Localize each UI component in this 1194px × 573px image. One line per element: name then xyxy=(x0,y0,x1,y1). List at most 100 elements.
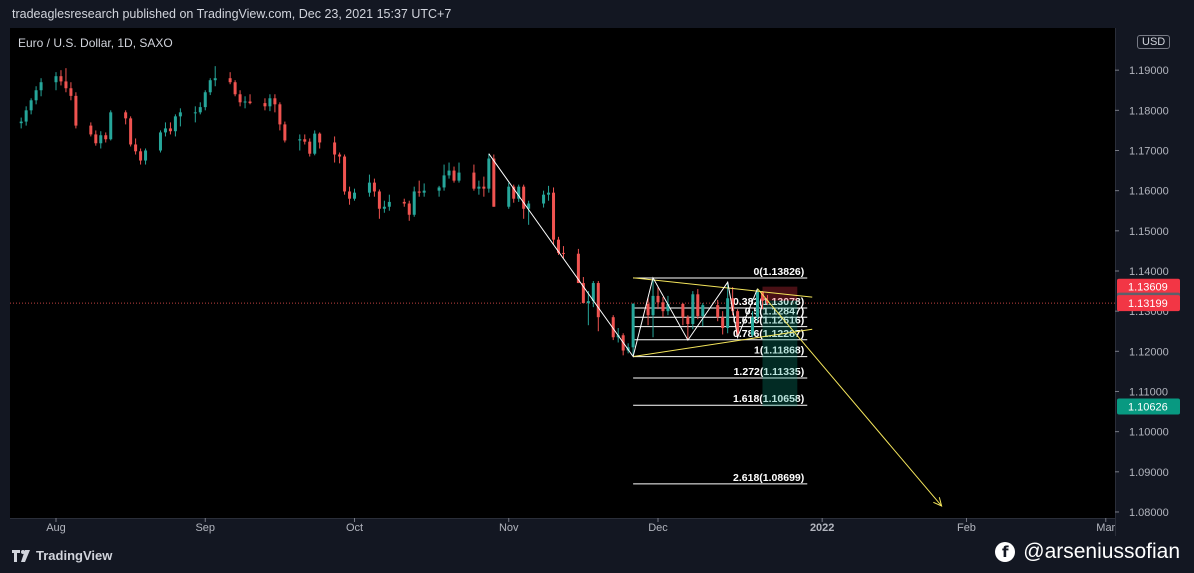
fib-level-label: 2.618(1.08699) xyxy=(733,472,804,484)
candle xyxy=(343,154,347,195)
candle-body xyxy=(651,295,655,316)
candle-body xyxy=(129,118,133,145)
price-chart[interactable]: 0(1.13826)0.382(1.13078)0.5(1.12847)0.61… xyxy=(10,28,1182,536)
candle-body xyxy=(343,156,347,192)
candlestick-series xyxy=(19,66,769,357)
candle-body xyxy=(661,302,665,312)
candle-body xyxy=(99,135,103,144)
candle-body xyxy=(736,311,740,336)
fib-level-label: 0.786(1.12287) xyxy=(733,328,804,340)
candle-body xyxy=(89,125,93,135)
candle-body xyxy=(303,139,307,142)
tradingview-logo[interactable]: TradingView xyxy=(12,548,112,563)
candle xyxy=(422,183,426,197)
take-profit-zone xyxy=(762,300,798,407)
price-badge-bg xyxy=(1117,398,1180,415)
candle-body xyxy=(338,154,342,157)
facebook-icon: f xyxy=(995,542,1016,562)
candle xyxy=(213,66,217,87)
candle-body xyxy=(163,128,167,133)
candle xyxy=(109,110,113,141)
candle-body xyxy=(751,317,755,336)
candle xyxy=(437,185,441,197)
candle xyxy=(661,297,665,318)
candle xyxy=(313,130,317,156)
candle xyxy=(751,311,755,338)
candle-body xyxy=(701,305,705,316)
candle-body xyxy=(193,112,197,114)
candle-body xyxy=(552,192,556,240)
candle-body xyxy=(611,317,615,338)
candle xyxy=(527,200,531,225)
candle-body xyxy=(353,192,357,199)
candle xyxy=(472,164,476,191)
tradingview-logo-icon xyxy=(12,549,30,562)
candle xyxy=(54,72,58,91)
candle-body xyxy=(576,253,580,284)
candle-body xyxy=(74,95,78,126)
candle-body xyxy=(94,134,98,144)
candle-body xyxy=(372,182,376,192)
fib-level-label: 0.5(1.12847) xyxy=(745,305,805,317)
candle-body xyxy=(263,103,267,107)
candle xyxy=(691,291,695,330)
candle xyxy=(59,70,63,86)
candle-body xyxy=(656,295,660,303)
candle xyxy=(726,282,730,334)
price-badge: 1.13609 xyxy=(1117,278,1180,295)
fib-level-label: 0(1.13826) xyxy=(753,266,804,278)
candle-body xyxy=(561,252,565,254)
candle xyxy=(298,134,302,151)
candle xyxy=(387,194,391,211)
candle-body xyxy=(228,78,232,83)
candle xyxy=(591,281,595,308)
candle-body xyxy=(333,142,337,155)
candle xyxy=(631,303,635,357)
candle-body xyxy=(631,303,635,348)
x-tick-label: Dec xyxy=(648,522,668,534)
candle-body xyxy=(298,139,302,141)
candle xyxy=(447,162,451,179)
chart-panel[interactable]: 0(1.13826)0.382(1.13078)0.5(1.12847)0.61… xyxy=(10,28,1182,536)
price-badge-bg xyxy=(1117,295,1180,312)
candle-body xyxy=(412,191,416,215)
candle xyxy=(442,164,446,191)
candle xyxy=(278,102,282,131)
candle-body xyxy=(168,128,172,132)
candle-body xyxy=(29,100,33,111)
candle-body xyxy=(124,112,128,119)
candle-body xyxy=(726,298,730,329)
fib-level-label: 1.272(1.11335) xyxy=(734,366,805,378)
candle-body xyxy=(139,151,143,161)
y-tick-label: 1.12000 xyxy=(1129,346,1169,358)
candle xyxy=(248,94,252,105)
candle-body xyxy=(158,132,162,151)
currency-label[interactable]: USD xyxy=(1137,35,1171,49)
candle-body xyxy=(477,186,481,189)
candle-body xyxy=(19,121,23,124)
candle xyxy=(736,309,740,338)
y-tick-label: 1.14000 xyxy=(1129,266,1169,278)
candle-body xyxy=(173,116,177,132)
candle xyxy=(681,303,685,326)
candle-body xyxy=(527,203,531,209)
symbol-title[interactable]: Euro / U.S. Dollar, 1D, SAXO xyxy=(18,36,173,50)
candle-body xyxy=(556,239,560,253)
candle xyxy=(238,90,242,107)
candle-body xyxy=(144,150,148,161)
candle-body xyxy=(482,186,486,189)
candle-body xyxy=(581,283,585,304)
candle-body xyxy=(308,141,312,154)
candle xyxy=(283,121,287,143)
candle-body xyxy=(756,291,760,318)
candle xyxy=(353,188,357,201)
candle xyxy=(134,138,138,155)
candle-body xyxy=(313,133,317,154)
drawing-layer[interactable] xyxy=(488,153,943,507)
plot-background xyxy=(10,28,1182,536)
candle xyxy=(656,287,660,310)
watermark-text: @arseniussofian xyxy=(1023,540,1180,563)
candle-body xyxy=(213,78,217,81)
candle-body xyxy=(134,144,138,152)
y-tick-label: 1.10000 xyxy=(1129,427,1169,439)
